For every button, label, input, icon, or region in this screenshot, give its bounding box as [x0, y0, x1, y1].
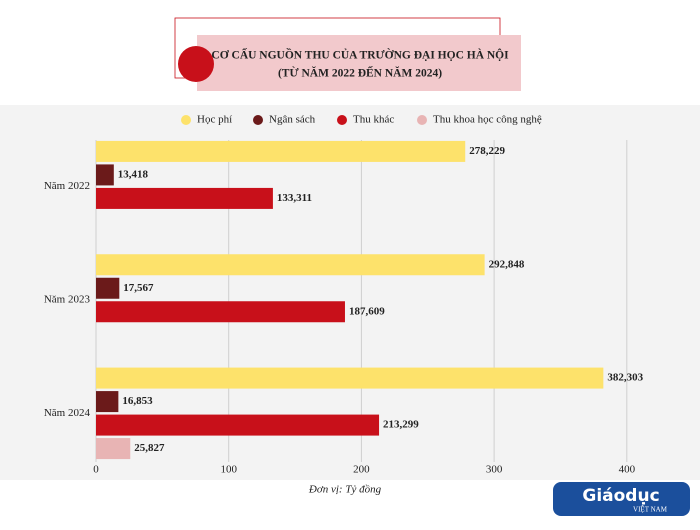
y-tick-label: Năm 2022 [44, 180, 90, 192]
bar [96, 254, 485, 276]
x-tick-label: 200 [353, 464, 370, 476]
x-tick-label: 100 [220, 464, 237, 476]
value-label: 17,567 [123, 282, 154, 294]
value-label: 292,848 [489, 258, 525, 270]
logo-sub: VIỆT NAM [633, 506, 668, 514]
logo-text: Giáodục [582, 486, 659, 506]
chart-title: CƠ CẤU NGUỒN THU CỦA TRƯỜNG ĐẠI HỌC HÀ N… [211, 47, 509, 62]
x-tick-label: 400 [619, 464, 636, 476]
legend-swatch [417, 115, 427, 125]
chart-subtitle: (TỪ NĂM 2022 ĐẾN NĂM 2024) [278, 65, 442, 80]
bar [96, 140, 466, 162]
bar [96, 438, 131, 460]
title-dot [178, 46, 214, 82]
legend-swatch [181, 115, 191, 125]
value-label: 16,853 [122, 395, 153, 407]
x-tick-label: 300 [486, 464, 503, 476]
value-label: 382,303 [607, 372, 643, 384]
legend-swatch [337, 115, 347, 125]
value-label: 278,229 [469, 145, 505, 157]
bar [96, 414, 380, 436]
value-label: 187,609 [349, 305, 385, 317]
x-tick-label: 0 [93, 464, 99, 476]
title-box [197, 35, 521, 91]
value-label: 213,299 [383, 419, 419, 431]
bar [96, 367, 604, 389]
value-label: 133,311 [277, 192, 312, 204]
legend-label: Thu khác [353, 114, 394, 126]
value-label: 13,418 [118, 168, 149, 180]
bar [96, 301, 345, 323]
legend-swatch [253, 115, 263, 125]
y-tick-label: Năm 2023 [44, 294, 91, 306]
bar [96, 277, 120, 299]
legend-label: Học phí [197, 114, 232, 126]
bar [96, 391, 119, 413]
logo-box [553, 482, 690, 516]
legend-label: Thu khoa học công nghệ [433, 114, 542, 126]
bar [96, 164, 114, 186]
bar [96, 187, 273, 209]
y-tick-label: Năm 2024 [44, 407, 91, 419]
value-label: 25,827 [134, 442, 165, 454]
legend-label: Ngân sách [269, 114, 316, 126]
unit-note: Đơn vị: Tỷ đồng [308, 484, 382, 496]
